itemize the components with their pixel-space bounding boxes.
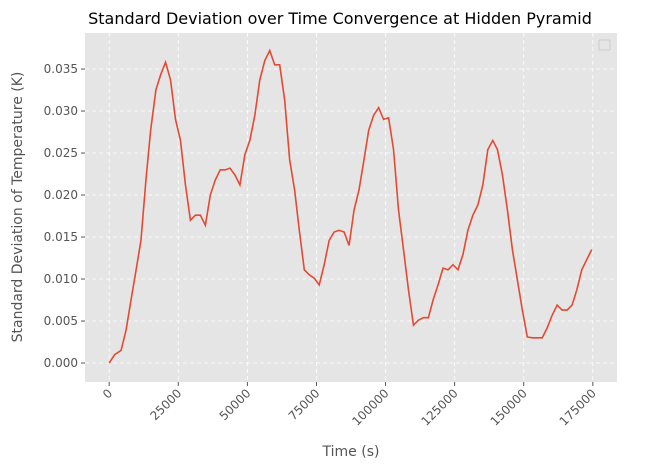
x-tick-label: 100000 <box>349 386 391 428</box>
data-line <box>108 48 593 364</box>
x-axis-label: Time (s) <box>322 444 380 460</box>
legend <box>598 39 611 51</box>
y-tick-label: 0.010 <box>44 272 78 286</box>
chart-title: Standard Deviation over Time Convergence… <box>88 9 592 28</box>
y-tick-label: 0.025 <box>44 146 78 160</box>
y-tick-label: 0.005 <box>44 314 78 328</box>
plot-area <box>85 33 617 382</box>
x-tick-label: 0 <box>100 386 115 401</box>
y-tick-label: 0.035 <box>44 62 78 76</box>
y-axis-label: Standard Deviation of Temperature (K) <box>10 72 26 343</box>
x-tick-label: 175000 <box>557 386 599 428</box>
y-tick-label: 0.030 <box>44 104 78 118</box>
x-tick-label: 50000 <box>217 386 254 423</box>
x-tick-label: 150000 <box>488 386 530 428</box>
y-tick-label: 0.020 <box>44 188 78 202</box>
x-tick-label: 125000 <box>418 386 460 428</box>
y-tick-label: 0.015 <box>44 230 78 244</box>
x-tick-label: 75000 <box>286 386 323 423</box>
x-tick-label: 25000 <box>147 386 184 423</box>
y-tick-label: 0.000 <box>44 356 78 370</box>
